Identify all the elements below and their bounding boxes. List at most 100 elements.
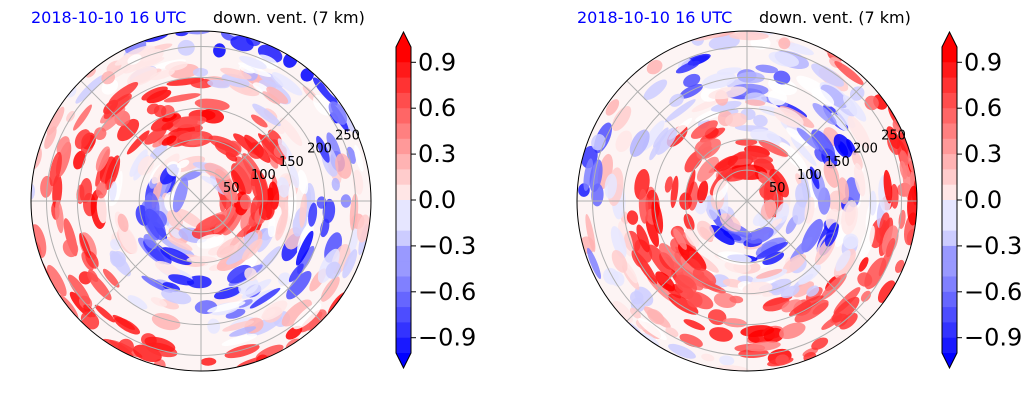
contour-blob [186,255,217,264]
contour-blob [170,228,182,239]
contour-blob [155,260,181,277]
contour-blob [137,156,155,176]
contour-blob [221,333,258,347]
contour-blob [860,290,872,302]
contour-blob [761,373,777,382]
colorbar-segment [396,184,411,201]
contour-blob [277,138,294,163]
contour-blob [691,98,721,113]
grid-spoke [746,200,868,322]
contour-blob [117,213,129,232]
colorbar-segment [942,92,957,109]
contour-blob [668,343,696,359]
contour-blob [207,318,221,334]
contour-blob [312,77,339,106]
contour-blob [152,135,170,148]
contour-blob [288,263,304,283]
contour-blob [161,135,177,146]
contour-blob [811,337,829,350]
contour-blob [276,177,290,198]
contour-blob [239,231,259,252]
chart-panel-right: 2018-10-10 16 UTC down. vent. (7 km) 50 1… [546,0,1036,401]
contour-blob [708,34,740,51]
contour-blob [626,210,639,225]
contour-blob [266,86,289,104]
contour-blob [688,367,710,371]
contour-blob [853,162,866,197]
contour-blob [141,275,173,294]
contour-blob [637,318,667,341]
contour-blob [316,135,330,163]
contour-blob [168,274,195,286]
colorbar-tick-label: −0.9 [418,324,476,352]
contour-blob [605,99,620,116]
contour-blob [241,278,272,299]
colorbar-segment [396,337,411,354]
colorbar-segment [396,154,411,170]
contour-blob [758,139,789,157]
contour-blob [686,292,703,308]
contour-blob [788,295,824,317]
contour-blob [604,173,618,199]
contour-blob [285,325,303,340]
contour-blob [46,106,65,136]
contour-blob [305,309,327,331]
colorbar-segment [396,322,411,339]
colorbar-tick-label: −0.3 [964,232,1022,260]
contour-blob [696,138,721,160]
grid-spoke [200,80,322,202]
contour-blob [890,183,899,209]
contour-blob [127,66,157,87]
colorbar-outline [941,30,958,370]
contour-blob [725,112,748,127]
contour-blob [295,230,314,266]
contour-blob [49,151,62,187]
colorbar-tick-label: −0.9 [964,324,1022,352]
contour-blob [109,181,117,202]
colorbar-outline [395,30,412,370]
contour-blob [835,250,851,272]
contour-blob [196,234,225,249]
contour-blob [289,164,300,189]
contour-blob [675,274,697,294]
contour-blob [858,257,869,272]
radial-tick-label: 50 [223,181,240,196]
contour-blob [809,166,820,190]
contour-blob [768,51,799,67]
contour-blob [771,285,785,296]
contour-blob [229,326,257,337]
colorbar-segment [942,337,957,354]
contour-blob [834,61,864,85]
contour-blob [842,95,867,122]
contour-blob [67,274,91,305]
contour-blob [611,250,628,273]
grid-spoke [80,200,202,322]
contour-blob [261,300,288,321]
contour-blob [641,332,660,347]
contour-blob [806,285,820,297]
contour-blob [898,209,906,229]
contour-blob [103,93,132,119]
contour-blob [207,301,246,313]
contour-blob [373,168,383,201]
colorbar-segment [942,169,957,186]
contour-blob [769,168,790,198]
radial-tick-label: 100 [251,168,276,183]
contour-blob [231,163,252,195]
contour-blob [277,272,292,286]
contour-blob [713,155,739,172]
contour-blob [701,353,715,362]
contour-blob [615,130,633,153]
contour-blob [859,225,875,260]
contour-blob [160,238,195,257]
contour-blob [842,233,859,250]
chart-title-variable: down. vent. (7 km) [759,8,911,27]
contour-blob [709,327,733,342]
contour-blob [610,271,625,287]
contour-blob [740,325,775,337]
contour-blob [735,138,758,146]
contour-blob [585,213,596,253]
contour-blob [610,226,627,259]
contour-blob [162,113,177,122]
